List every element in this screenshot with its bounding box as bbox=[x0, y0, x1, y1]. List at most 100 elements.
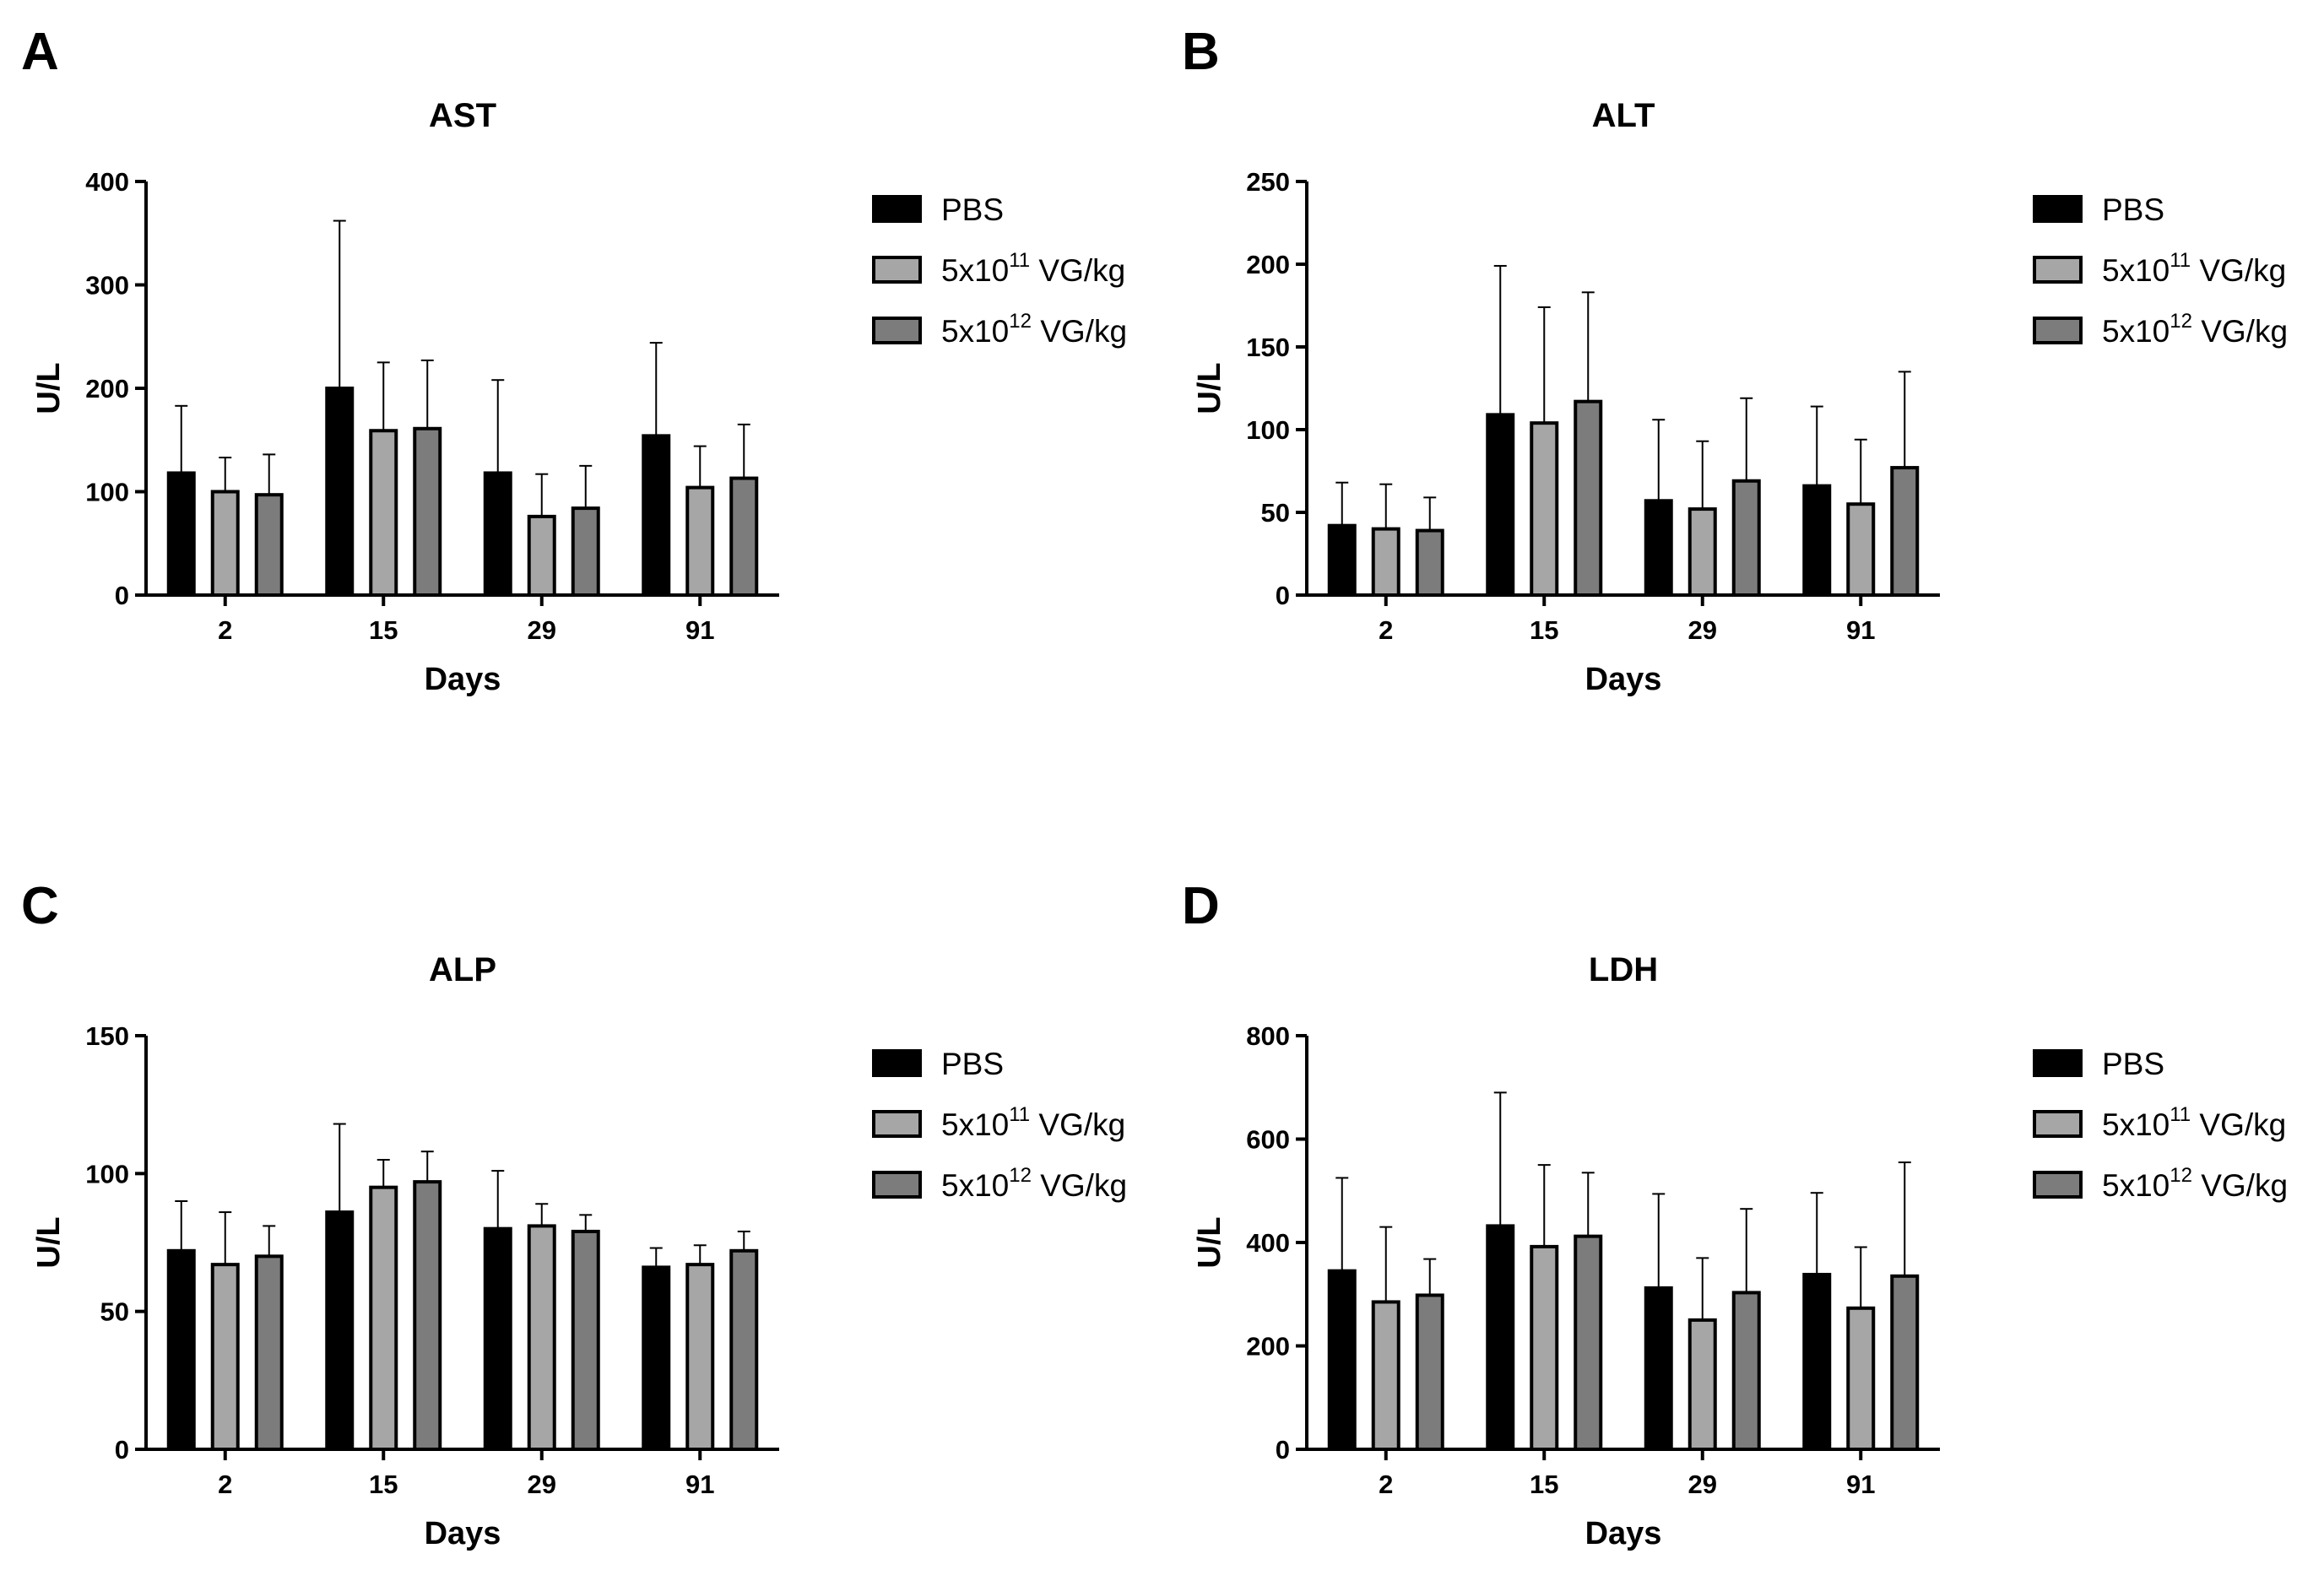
bar bbox=[1574, 1234, 1603, 1452]
legend-label: 5x1012 VG/kg bbox=[2102, 310, 2288, 349]
bar bbox=[571, 1229, 600, 1452]
legend-label: 5x1011 VG/kg bbox=[2102, 1103, 2286, 1142]
y-tick-label: 50 bbox=[1261, 498, 1290, 528]
legend-swatch bbox=[872, 1049, 922, 1077]
x-tick-label: 15 bbox=[369, 1470, 398, 1499]
legend-swatch bbox=[872, 256, 922, 284]
y-tick-label: 100 bbox=[85, 478, 129, 507]
x-tick-label: 2 bbox=[218, 615, 232, 645]
y-tick-label: 100 bbox=[85, 1159, 129, 1188]
x-tick-label: 29 bbox=[1688, 615, 1717, 645]
legend-swatch bbox=[2033, 1110, 2083, 1138]
bar bbox=[1371, 1300, 1400, 1451]
bar bbox=[1802, 484, 1832, 598]
legend-swatch bbox=[872, 1171, 922, 1199]
bar bbox=[1802, 1272, 1832, 1451]
bar bbox=[210, 1263, 240, 1451]
bar bbox=[1530, 421, 1559, 597]
bar bbox=[1846, 502, 1876, 598]
bar bbox=[1687, 507, 1717, 598]
bar bbox=[1415, 1293, 1444, 1451]
panel-letter: B bbox=[1182, 23, 1220, 81]
bar bbox=[642, 1265, 671, 1452]
legend-label: PBS bbox=[941, 192, 1004, 227]
y-tick-label: 150 bbox=[85, 1021, 129, 1051]
legend-label: 5x1012 VG/kg bbox=[941, 310, 1127, 349]
bar bbox=[413, 426, 442, 597]
bar bbox=[413, 1180, 442, 1451]
bar bbox=[527, 514, 556, 598]
bar bbox=[1644, 499, 1673, 598]
x-tick-label: 91 bbox=[1846, 1470, 1875, 1499]
chart-title: LDH bbox=[1589, 951, 1658, 988]
bar bbox=[1574, 399, 1603, 597]
legend: PBS 5x1011 VG/kg 5x1012 VG/kg bbox=[872, 192, 1127, 349]
bar bbox=[254, 493, 284, 597]
bar bbox=[1731, 479, 1761, 598]
y-tick-label: 0 bbox=[1276, 1435, 1290, 1464]
x-tick-label: 91 bbox=[1846, 615, 1875, 645]
bar bbox=[369, 1185, 398, 1451]
legend-swatch bbox=[2033, 256, 2083, 284]
x-tick-label: 2 bbox=[1379, 615, 1393, 645]
bar bbox=[483, 471, 512, 598]
panel-letter: D bbox=[1182, 877, 1220, 935]
legend-swatch bbox=[2033, 1049, 2083, 1077]
legend-swatch bbox=[872, 317, 922, 344]
panel-letter: C bbox=[21, 877, 59, 935]
bar bbox=[1371, 527, 1400, 597]
bar bbox=[210, 490, 240, 597]
legend-label: 5x1011 VG/kg bbox=[941, 249, 1125, 288]
panel-letter: A bbox=[21, 23, 59, 81]
bar bbox=[527, 1224, 556, 1452]
bar bbox=[1327, 523, 1357, 597]
x-tick-label: 29 bbox=[1688, 1470, 1717, 1499]
y-tick-label: 150 bbox=[1246, 333, 1290, 362]
bar bbox=[254, 1254, 284, 1452]
panel-c: C ALP U/L Days 0 50 100 150 2 15 29 91 PBS 5x1011 VG/… bbox=[21, 877, 1127, 1551]
bar bbox=[1327, 1269, 1357, 1451]
y-tick-label: 200 bbox=[85, 374, 129, 403]
legend-label: PBS bbox=[941, 1047, 1004, 1081]
x-tick-label: 2 bbox=[1379, 1470, 1393, 1499]
legend-swatch bbox=[872, 1110, 922, 1138]
bar bbox=[166, 1248, 196, 1452]
bar bbox=[1486, 1224, 1515, 1452]
legend-swatch bbox=[2033, 195, 2083, 223]
y-tick-label: 50 bbox=[100, 1297, 129, 1327]
x-axis-label: Days bbox=[1585, 662, 1662, 697]
legend: PBS 5x1011 VG/kg 5x1012 VG/kg bbox=[2033, 192, 2288, 349]
bar bbox=[1687, 1318, 1717, 1451]
panel-d: D LDH U/L Days 0 200 400 600 800 2 15 29 91 PBS 5x1011… bbox=[1182, 877, 2288, 1551]
x-tick-label: 2 bbox=[218, 1470, 232, 1499]
x-axis-label: Days bbox=[425, 1516, 501, 1551]
y-tick-label: 600 bbox=[1246, 1125, 1290, 1155]
legend: PBS 5x1011 VG/kg 5x1012 VG/kg bbox=[872, 1047, 1127, 1203]
y-tick-label: 400 bbox=[1246, 1228, 1290, 1258]
legend-label: 5x1012 VG/kg bbox=[941, 1164, 1127, 1203]
panel-b: B ALT U/L Days 0 50 100 150 200 250 2 15 29 91 PBS 5x10… bbox=[1182, 23, 2288, 697]
bar bbox=[729, 476, 759, 598]
x-tick-label: 91 bbox=[685, 615, 714, 645]
bar bbox=[685, 1263, 715, 1451]
bar bbox=[1731, 1291, 1761, 1451]
legend-label: 5x1012 VG/kg bbox=[2102, 1164, 2288, 1203]
chart-title: ALP bbox=[429, 951, 496, 988]
legend-label: PBS bbox=[2102, 192, 2164, 227]
x-tick-label: 29 bbox=[528, 1470, 556, 1499]
y-tick-label: 0 bbox=[115, 581, 129, 610]
y-tick-label: 300 bbox=[85, 271, 129, 300]
x-tick-label: 15 bbox=[1530, 615, 1558, 645]
y-tick-label: 200 bbox=[1246, 1332, 1290, 1362]
bar bbox=[685, 485, 715, 597]
x-axis-label: Days bbox=[425, 662, 501, 697]
bar bbox=[1890, 466, 1920, 598]
bar bbox=[325, 387, 355, 597]
bar bbox=[1890, 1274, 1920, 1451]
legend: PBS 5x1011 VG/kg 5x1012 VG/kg bbox=[2033, 1047, 2288, 1203]
y-axis-label: U/L bbox=[31, 1216, 67, 1268]
legend-swatch bbox=[872, 195, 922, 223]
y-tick-label: 400 bbox=[85, 167, 129, 197]
x-tick-label: 15 bbox=[1530, 1470, 1558, 1499]
